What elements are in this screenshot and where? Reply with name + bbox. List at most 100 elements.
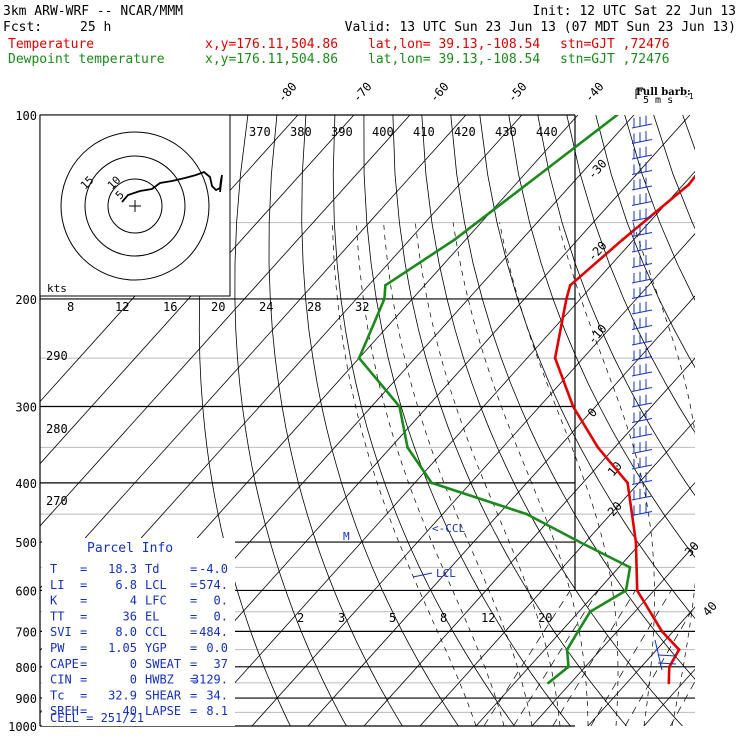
speed-tick-label: 20 — [211, 300, 225, 314]
parcel-label: K — [50, 594, 58, 608]
parcel-equals: = — [80, 562, 87, 576]
parcel-equals: = — [190, 578, 197, 592]
parcel-value: 40 — [123, 704, 137, 718]
forecast-label: Fcst: — [3, 20, 42, 35]
parcel-label: SREH — [50, 704, 79, 718]
mixing-ratio-line — [624, 604, 695, 726]
speed-tick-label: 24 — [259, 300, 273, 314]
moist-adiabat — [728, 223, 740, 726]
wind-barb-staff — [631, 402, 653, 408]
dry-adiabat — [268, 115, 403, 726]
pressure-label-400: 400 — [15, 477, 37, 491]
wind-barb-staff — [631, 154, 653, 160]
temperature-point — [626, 481, 629, 485]
wind-barb-staff — [631, 325, 653, 330]
isotherm-label: 40 — [700, 599, 720, 619]
wind-barb-staff — [631, 418, 653, 423]
dewpoint-point — [624, 589, 628, 592]
wind-barb-low — [657, 654, 677, 657]
parcel-equals: = — [190, 641, 197, 655]
parcel-equals: = — [190, 688, 197, 702]
parcel-cell: CELL = 251/21 — [50, 711, 144, 725]
theta-label: 440 — [536, 125, 558, 139]
pressure-label-300: 300 — [15, 401, 37, 415]
isotherm-line — [700, 115, 740, 726]
wind-barb-staff — [631, 371, 653, 377]
parcel-equals: = — [80, 609, 87, 623]
lcl-marker: LCL — [436, 567, 456, 580]
mixing-ratio-line — [590, 590, 672, 726]
parcel-label: Tc — [50, 688, 64, 702]
mixing-ratio-line — [670, 680, 695, 726]
theta-label-left: 270 — [46, 494, 68, 508]
theta-label: 380 — [290, 125, 312, 139]
parcel-equals: = — [80, 673, 87, 687]
isotherm-line — [307, 295, 695, 726]
parcel-value: 1.05 — [108, 641, 137, 655]
hodograph-unit: kts — [47, 282, 67, 295]
parcel-value: 37 — [214, 657, 228, 671]
dewpoint-point — [615, 115, 619, 117]
moist-adiabat — [332, 222, 477, 726]
moist-adiabat — [557, 222, 655, 726]
dry-adiabat — [450, 115, 695, 680]
dewpoint-point — [525, 512, 529, 516]
isotherm-line — [40, 115, 411, 527]
parcel-label: SHEAR — [145, 688, 182, 702]
dewpoint-point — [406, 446, 409, 449]
pressure-label-800: 800 — [15, 661, 37, 675]
pressure-label-100: 100 — [15, 109, 37, 123]
temperature-point — [667, 665, 671, 669]
isotherm-line — [643, 668, 695, 726]
wind-barb-staff — [631, 185, 653, 191]
pressure-tick-labels: 100 200 300 400 500 600 700 800 900 1000 — [8, 109, 37, 734]
temperature-point — [667, 681, 671, 685]
lcl-marker-line — [412, 572, 433, 578]
parcel-equals: = — [80, 641, 87, 655]
parcel-equals: = — [190, 704, 197, 718]
isotherm-line — [531, 544, 695, 726]
wind-barb-staff — [631, 433, 653, 439]
theta-label: 370 — [249, 125, 271, 139]
dew-xy: x,y=176.11,504.86 — [205, 52, 338, 67]
forecast-hour: 25 h — [80, 20, 111, 35]
parcel-label: CCL — [145, 625, 167, 639]
speed-tick-label: 16 — [163, 300, 177, 314]
speed-tick-label: 32 — [355, 300, 369, 314]
temperature-point — [565, 297, 568, 301]
temperature-legend: Temperature — [8, 37, 94, 52]
wind-barb-staff — [631, 511, 653, 516]
wind-barbs — [631, 115, 677, 671]
mixing-ratio-line — [483, 590, 571, 726]
parcel-value: 8.1 — [206, 704, 228, 718]
parcel-label: SWEAT — [145, 657, 181, 671]
wind-barb-staff — [631, 123, 653, 129]
ccl-marker: <-CCL — [432, 522, 465, 535]
parcel-value: 0 — [130, 657, 137, 671]
parcel-label: HWBZ — [145, 673, 174, 687]
dry-adiabat — [363, 115, 571, 726]
parcel-value: 4 — [130, 594, 137, 608]
parcel-value: 574. — [199, 578, 228, 592]
isotherm-line — [363, 357, 695, 726]
isotherm-line — [587, 606, 695, 726]
dewpoint-profile — [357, 115, 632, 684]
dry-adiabat — [332, 115, 515, 726]
isotherm-label: -60 — [427, 80, 452, 105]
parcel-label: LFC — [145, 594, 167, 608]
moist-adiabat — [632, 222, 695, 726]
dewpoint-point — [567, 665, 570, 669]
parcel-value: -4.0 — [199, 562, 228, 576]
temperature-point — [596, 446, 600, 449]
temperature-point — [571, 405, 575, 408]
pressure-label-600: 600 — [15, 584, 37, 598]
parcel-equals: = — [80, 688, 87, 702]
isotherm-label: -10 — [585, 322, 610, 347]
wind-barb-low — [657, 662, 677, 665]
parcel-equals: = — [190, 609, 197, 623]
wind-barb-staff — [631, 247, 653, 253]
dewpoint-point — [398, 405, 401, 408]
speed-tick-label: 28 — [307, 300, 321, 314]
wind-barb-staff — [631, 170, 653, 175]
